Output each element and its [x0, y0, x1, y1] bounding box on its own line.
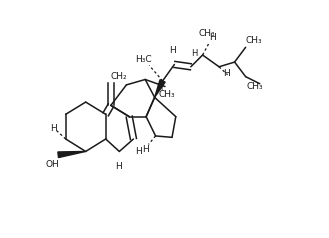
Text: H: H [156, 83, 163, 92]
Text: H₃C: H₃C [135, 55, 152, 64]
Polygon shape [58, 151, 86, 158]
Text: H: H [142, 145, 149, 154]
Text: H: H [209, 33, 215, 42]
Polygon shape [155, 80, 165, 97]
Text: H: H [169, 46, 175, 55]
Text: CH₃: CH₃ [198, 29, 215, 38]
Text: H: H [223, 69, 230, 78]
Text: H: H [191, 49, 197, 58]
Text: CH₃: CH₃ [159, 90, 175, 99]
Text: H: H [51, 124, 57, 133]
Text: OH: OH [45, 160, 59, 169]
Text: CH₃: CH₃ [245, 36, 262, 45]
Text: CH₂: CH₂ [110, 72, 127, 81]
Text: H: H [135, 147, 141, 156]
Text: H: H [115, 162, 122, 171]
Text: CH₃: CH₃ [246, 82, 263, 91]
